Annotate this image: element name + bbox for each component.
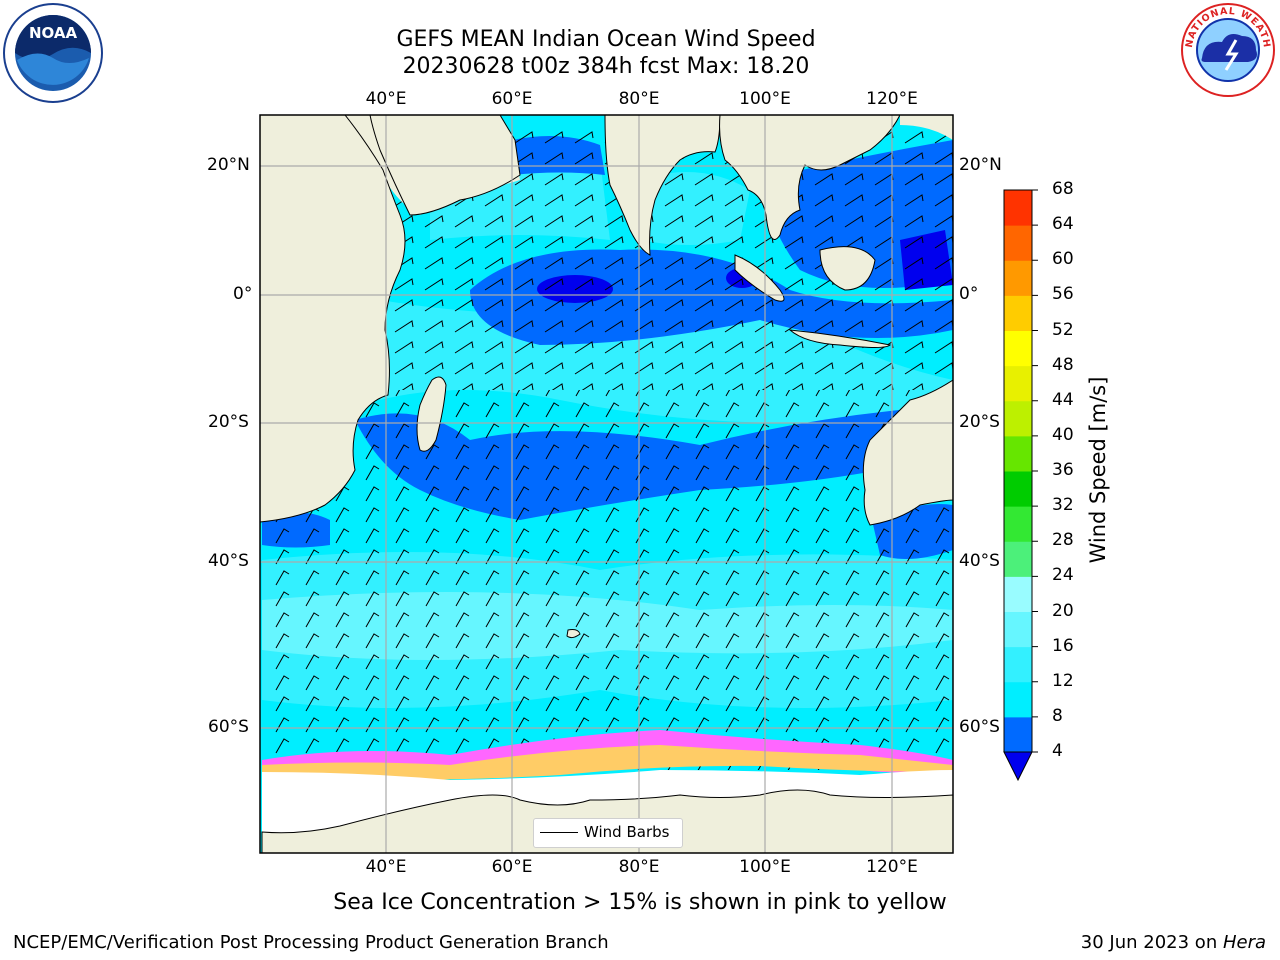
colorbar-band — [1004, 681, 1032, 718]
colorbar-band — [1004, 611, 1032, 648]
lon-tick-bottom: 80°E — [618, 857, 660, 877]
footer-host: Hera — [1222, 932, 1266, 953]
colorbar-tick-label: 44 — [1052, 389, 1074, 410]
colorbar-tick-label: 28 — [1052, 530, 1074, 551]
colorbar-tick-label: 4 — [1052, 741, 1063, 761]
lon-tick-bottom: 120°E — [866, 857, 918, 877]
colorbar-tick-label: 68 — [1052, 179, 1074, 199]
lat-tick-left: 0° — [233, 284, 253, 304]
map-subtitle: 20230628 t00z 384h fcst Max: 18.20 — [402, 54, 810, 79]
colorbar-tick-label: 8 — [1052, 705, 1063, 726]
lon-tick-bottom: 60°E — [491, 857, 533, 877]
noaa-logo-icon: NOAA — [3, 3, 103, 103]
colorbar-title: Wind Speed [m/s] — [1086, 376, 1110, 564]
colorbar-band — [1004, 400, 1032, 437]
footer-organization: NCEP/EMC/Verification Post Processing Pr… — [13, 932, 609, 953]
colorbar-tick-label: 20 — [1052, 600, 1074, 621]
colorbar-band — [1004, 716, 1032, 753]
noaa-logo-text: NOAA — [29, 24, 78, 42]
map-legend: Wind Barbs — [533, 818, 683, 848]
colorbar-extension — [1003, 751, 1033, 782]
colorbar — [1003, 189, 1038, 782]
nws-logo-icon: NATIONAL WEATHER SERVICE — [1176, 0, 1276, 98]
colorbar-tick-label: 16 — [1052, 635, 1074, 656]
colorbar-tick-label: 48 — [1052, 354, 1074, 375]
colorbar-tick-label: 40 — [1052, 424, 1074, 445]
india-landmass — [604, 115, 721, 256]
colorbar-tick-label: 52 — [1052, 319, 1074, 340]
map-title: GEFS MEAN Indian Ocean Wind Speed — [396, 27, 816, 52]
colorbar-band — [1004, 260, 1032, 296]
lon-tick-bottom: 40°E — [365, 857, 407, 877]
colorbar-band — [1004, 190, 1032, 226]
lon-tick-top: 120°E — [866, 89, 918, 109]
colorbar-band — [1004, 295, 1032, 331]
lat-tick-left: 40°S — [208, 551, 249, 571]
colorbar-band — [1004, 506, 1032, 542]
lat-tick-left: 20°N — [207, 155, 250, 175]
colorbar-band — [1004, 330, 1032, 367]
wind-barb-legend-label: Wind Barbs — [584, 823, 670, 841]
colorbar-tick-label: 24 — [1052, 565, 1074, 586]
arabia-landmass — [369, 115, 521, 216]
footer-date-text: 30 Jun 2023 on — [1080, 932, 1223, 953]
sea-ice-caption: Sea Ice Concentration > 15% is shown in … — [333, 890, 947, 915]
colorbar-tick-label: 12 — [1052, 670, 1074, 691]
wind-barbs-south — [262, 390, 953, 770]
map-frame — [259, 114, 954, 854]
lat-tick-right: 60°S — [959, 717, 1000, 737]
colorbar-band — [1004, 646, 1032, 683]
footer-date: 30 Jun 2023 on Hera — [1081, 932, 1266, 953]
colorbar-tick-label: 60 — [1052, 249, 1074, 270]
lon-tick-top: 40°E — [365, 89, 407, 109]
africa-landmass — [260, 115, 406, 523]
lon-tick-top: 100°E — [739, 89, 791, 109]
lat-tick-right: 20°S — [959, 412, 1000, 432]
lat-tick-left: 60°S — [208, 717, 249, 737]
madagascar-landmass — [416, 376, 447, 452]
colorbar-tick-label: 32 — [1052, 495, 1074, 516]
colorbar-tick-label: 64 — [1052, 214, 1074, 235]
lat-tick-right: 0° — [959, 284, 979, 304]
colorbar-tick-label: 36 — [1052, 460, 1074, 480]
lon-tick-bottom: 100°E — [739, 857, 791, 877]
colorbar-tick-label: 56 — [1052, 284, 1074, 305]
wind-barb-legend-line — [540, 832, 578, 833]
colorbar-band — [1004, 576, 1032, 612]
lat-tick-right: 40°S — [959, 551, 1000, 571]
lon-tick-top: 60°E — [491, 89, 533, 109]
lon-tick-top: 80°E — [618, 89, 660, 109]
lat-tick-left: 20°S — [208, 412, 249, 432]
colorbar-band — [1004, 435, 1032, 472]
colorbar-band — [1004, 471, 1032, 507]
australia-landmass — [862, 379, 953, 526]
map-gridlines — [260, 115, 953, 853]
colorbar-band — [1004, 541, 1032, 577]
colorbar-band — [1004, 225, 1032, 261]
lat-tick-right: 20°N — [959, 155, 1002, 175]
colorbar-band — [1004, 365, 1032, 402]
